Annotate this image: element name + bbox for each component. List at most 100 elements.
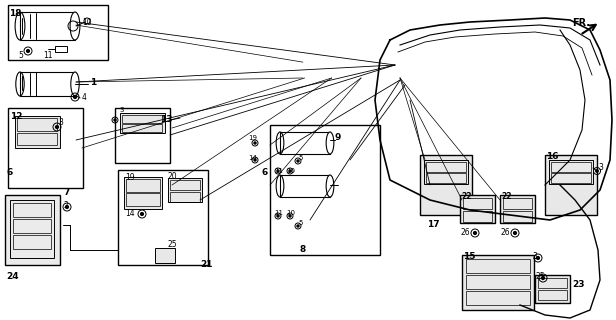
Text: 10: 10: [82, 18, 92, 27]
Circle shape: [254, 159, 256, 161]
Text: 19: 19: [125, 173, 135, 182]
Circle shape: [65, 205, 68, 209]
Text: 21: 21: [200, 260, 213, 269]
Text: 26: 26: [501, 228, 511, 237]
Circle shape: [541, 276, 545, 280]
Bar: [500, 195, 535, 223]
Text: 12: 12: [10, 112, 23, 121]
Text: 22: 22: [501, 192, 511, 201]
Circle shape: [55, 125, 59, 129]
Text: 5: 5: [18, 51, 23, 60]
Circle shape: [73, 95, 76, 99]
Bar: [545, 155, 597, 215]
Bar: [170, 192, 200, 202]
Circle shape: [537, 256, 540, 260]
Circle shape: [297, 225, 299, 227]
Bar: [155, 248, 175, 263]
Bar: [17, 118, 57, 131]
Text: 1: 1: [90, 78, 96, 87]
Text: 5: 5: [298, 155, 302, 161]
Bar: [8, 108, 83, 188]
Bar: [122, 124, 162, 132]
Bar: [122, 115, 162, 123]
Bar: [538, 290, 567, 300]
Ellipse shape: [326, 175, 334, 197]
Bar: [463, 211, 492, 222]
Text: 11: 11: [43, 51, 52, 60]
Bar: [120, 113, 165, 133]
Circle shape: [254, 142, 256, 144]
Text: 2: 2: [63, 201, 68, 210]
Circle shape: [513, 231, 517, 235]
Circle shape: [277, 170, 279, 172]
Text: 23: 23: [572, 280, 585, 289]
Text: 26: 26: [461, 228, 471, 237]
Bar: [8, 5, 108, 60]
Text: 13: 13: [160, 115, 172, 124]
Text: 11: 11: [274, 168, 283, 174]
Text: 3: 3: [598, 163, 603, 172]
Bar: [549, 160, 593, 184]
Text: 3: 3: [58, 118, 63, 127]
Circle shape: [114, 119, 116, 121]
Bar: [280, 132, 330, 154]
Text: 16: 16: [546, 152, 559, 161]
Text: 8: 8: [300, 245, 306, 254]
Bar: [466, 259, 530, 273]
Bar: [503, 211, 532, 222]
Text: 11: 11: [274, 210, 283, 216]
Bar: [5, 195, 60, 265]
Bar: [20, 72, 75, 96]
Bar: [426, 162, 466, 172]
Text: 5: 5: [298, 220, 302, 226]
Circle shape: [297, 160, 299, 162]
Bar: [13, 219, 51, 233]
Circle shape: [140, 212, 144, 216]
Text: 14: 14: [248, 155, 257, 161]
Bar: [13, 203, 51, 217]
Bar: [424, 160, 468, 184]
Text: 20: 20: [168, 172, 177, 181]
Bar: [168, 178, 202, 202]
Text: 24: 24: [6, 272, 18, 281]
Text: 7: 7: [63, 188, 70, 197]
Text: 25: 25: [168, 240, 177, 249]
Bar: [55, 46, 67, 52]
Bar: [17, 133, 57, 145]
Text: 15: 15: [463, 252, 476, 261]
Bar: [115, 108, 170, 163]
Text: 3: 3: [119, 107, 123, 113]
Text: 25: 25: [536, 272, 546, 281]
Circle shape: [277, 215, 279, 217]
Bar: [463, 198, 492, 209]
Text: 18: 18: [9, 9, 22, 18]
Bar: [426, 173, 466, 183]
Circle shape: [474, 231, 477, 235]
Text: 6: 6: [262, 168, 268, 177]
Bar: [170, 180, 200, 190]
Text: 14: 14: [125, 209, 135, 218]
Circle shape: [26, 49, 30, 52]
Text: 17: 17: [427, 220, 440, 229]
Bar: [420, 155, 472, 215]
Bar: [551, 162, 591, 172]
Ellipse shape: [70, 12, 80, 40]
Text: 6: 6: [6, 168, 12, 177]
Text: 3: 3: [532, 252, 537, 261]
Text: 19: 19: [248, 135, 257, 141]
Text: 4: 4: [82, 93, 87, 102]
Bar: [535, 275, 570, 303]
Bar: [466, 275, 530, 289]
Bar: [20, 12, 75, 40]
Circle shape: [289, 215, 291, 217]
Circle shape: [289, 170, 291, 172]
Bar: [466, 291, 530, 305]
Text: 22: 22: [461, 192, 471, 201]
Bar: [118, 170, 208, 265]
Bar: [270, 125, 380, 255]
Bar: [538, 278, 567, 288]
Circle shape: [596, 170, 598, 172]
Text: 10: 10: [286, 168, 295, 174]
Bar: [124, 177, 162, 209]
Ellipse shape: [71, 72, 79, 96]
